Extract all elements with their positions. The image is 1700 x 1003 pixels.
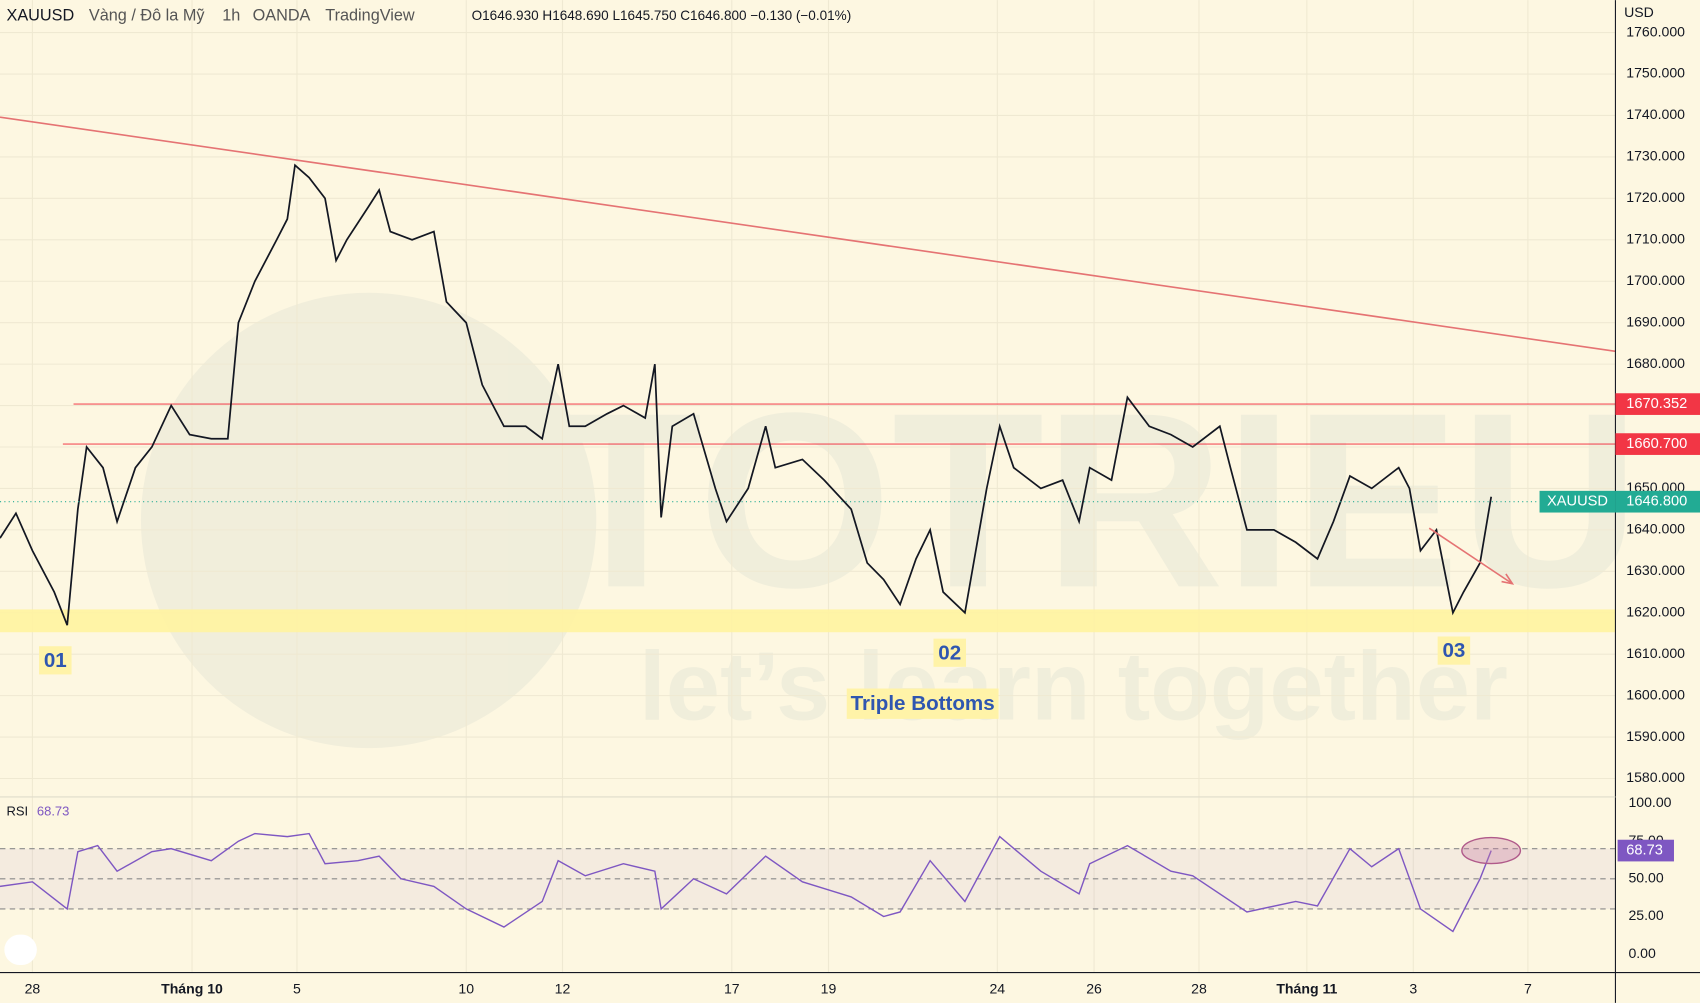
interval: 1h [222,7,240,25]
price-line [0,163,1493,626]
y-tick-label: 1620.000 [1626,603,1685,619]
source: TradingView [325,7,415,25]
level-label: 1660.700 [1626,436,1687,452]
level-tag [1615,433,1700,455]
header: XAUUSD Vàng / Đô la Mỹ 1h OANDA TradingV… [7,4,1654,25]
x-tick-label: 7 [1524,981,1532,997]
x-tick-label: 3 [1409,981,1417,997]
annotation-box [39,646,72,675]
x-tick-label: 10 [458,981,474,997]
watermark-slogan: let’s learn together [639,632,1508,741]
rsi-value: 68.73 [37,804,70,819]
x-tick-label: 19 [821,981,837,997]
x-tick-label: 26 [1086,981,1102,997]
broker: OANDA [253,7,311,25]
x-tick-label: 28 [1191,981,1207,997]
ohlc: O1646.930 H1648.690 L1645.750 C1646.800 … [472,8,852,23]
x-tick-label: Tháng 11 [1276,981,1337,997]
y-tick-label: 1590.000 [1626,728,1685,744]
arrow-head [1501,573,1515,585]
x-tick-label: 5 [293,981,301,997]
watermark-text: TOTRIEU [550,360,1640,639]
y-tick-label: 1630.000 [1626,562,1685,578]
rsi-tag [1617,839,1674,862]
symbol-title: Vàng / Đô la Mỹ [89,7,205,25]
y-tick-label: 1740.000 [1626,106,1685,122]
level-tag [1615,393,1700,415]
rsi-label: RSI [7,804,29,819]
x-tick-label: 17 [724,981,740,997]
last-price-tag [1615,490,1700,513]
symbol-tag-label: XAUUSD [1547,494,1608,510]
y-tick-label: 1750.000 [1626,65,1685,81]
symbol-tag [1539,490,1616,513]
y-tick-label: 1680.000 [1626,355,1685,371]
rsi-tick-label: 50.00 [1628,870,1663,886]
annotation-box [933,638,967,667]
x-tick-label: 12 [555,981,571,997]
y-tick-label: 1700.000 [1626,272,1685,288]
rsi-tick-label: 100.00 [1628,794,1671,810]
y-tick-label: 1610.000 [1626,645,1685,661]
y-tick-label: 1580.000 [1626,769,1685,785]
rsi-highlight [1461,836,1522,865]
arrow [1428,527,1513,585]
annotation: 01 [44,649,67,672]
y-tick-label: 1600.000 [1626,686,1685,702]
last-price-label: 1646.800 [1626,494,1687,510]
watermark-logo [140,292,597,749]
symbol: XAUUSD [7,7,75,25]
trendline [0,116,1616,353]
rsi-tick-label: 25.00 [1628,907,1663,923]
y-tick-label: 1710.000 [1626,231,1685,247]
x-tick-label: Tháng 10 [161,981,223,997]
annotation-box [1437,636,1471,665]
currency: USD [1624,4,1654,20]
annotation: 02 [938,641,961,664]
level-label: 1670.352 [1626,396,1687,412]
annotations: 01 02 03 Triple Bottoms RSI [4,636,1471,965]
y-tick-label: 1730.000 [1626,148,1685,164]
x-tick-label: 28 [25,981,41,997]
rsi-band [0,848,1616,909]
annotation-box [846,688,999,719]
y-tick-label: 1760.000 [1626,23,1685,39]
annotation: Triple Bottoms [851,692,995,715]
annotation: 03 [1442,639,1465,662]
y-tick-label: 1720.000 [1626,189,1685,205]
plot [0,116,1616,933]
y-tick-label: 1640.000 [1626,521,1685,537]
axes: 1760.000 1750.000 1740.000 1730.000 1720.000… [25,23,1700,997]
support-zone [0,609,1616,633]
y-tick-label: 1690.000 [1626,313,1685,329]
rsi-tick-label: 0.00 [1628,945,1656,961]
tv-logo [4,934,37,965]
x-tick-label: 24 [989,981,1005,997]
rsi-tag-label: 68.73 [1626,842,1663,858]
price-line [0,832,1492,933]
